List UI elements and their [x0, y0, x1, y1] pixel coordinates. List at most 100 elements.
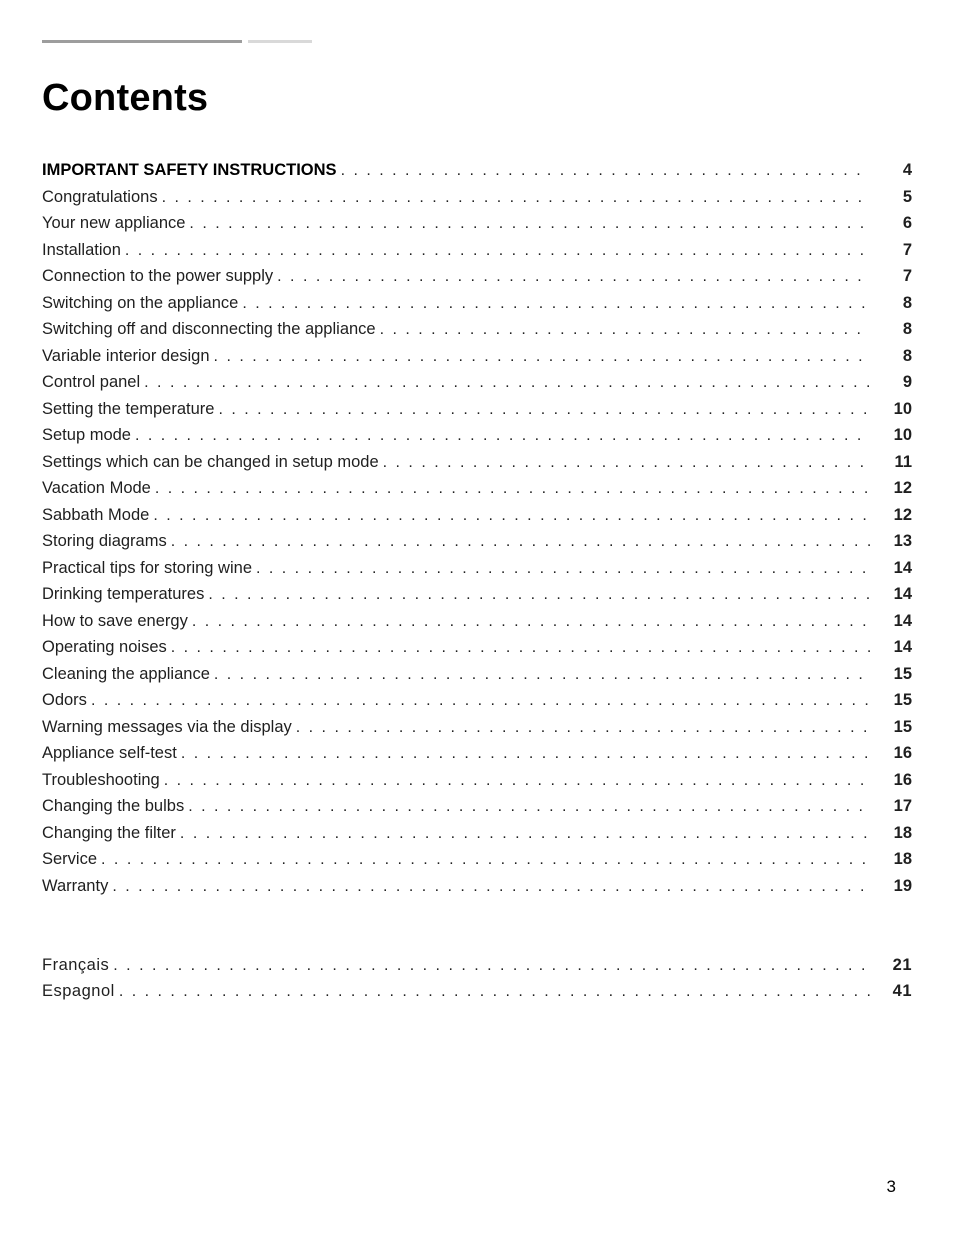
toc-page-number: 15 [874, 692, 912, 709]
toc-label: IMPORTANT SAFETY INSTRUCTIONS [42, 162, 337, 179]
toc-label: Sabbath Mode [42, 507, 149, 524]
toc-page-number: 15 [874, 666, 912, 683]
toc-row: Congratulations 5 [42, 189, 912, 206]
toc-leader-dots [383, 455, 870, 471]
toc-page-number: 5 [874, 189, 912, 206]
toc-label: How to save energy [42, 613, 188, 630]
toc-row: Settings which can be changed in setup m… [42, 454, 912, 471]
page: Contents IMPORTANT SAFETY INSTRUCTIONS 4… [0, 0, 954, 1235]
toc-leader-dots [91, 693, 870, 709]
toc-row: Sabbath Mode 12 [42, 507, 912, 524]
toc-label: Français [42, 957, 109, 974]
toc-label: Espagnol [42, 983, 115, 1000]
toc-page-number: 16 [874, 745, 912, 762]
toc-row: Drinking temperatures 14 [42, 586, 912, 603]
toc-leader-dots [112, 879, 870, 895]
toc-label: Changing the filter [42, 825, 176, 842]
toc-page-number: 4 [874, 162, 912, 179]
toc-label: Settings which can be changed in setup m… [42, 454, 379, 471]
toc-row: Appliance self-test 16 [42, 745, 912, 762]
toc-label: Switching on the appliance [42, 295, 238, 312]
page-number: 3 [887, 1177, 896, 1197]
toc-label: Congratulations [42, 189, 158, 206]
toc-page-number: 11 [874, 454, 912, 471]
toc-leader-dots [164, 773, 870, 789]
toc-leader-dots [181, 746, 870, 762]
toc-leader-dots [189, 216, 870, 232]
toc-label: Service [42, 851, 97, 868]
toc-label: Drinking temperatures [42, 586, 204, 603]
toc-label: Control panel [42, 374, 140, 391]
toc-label: Changing the bulbs [42, 798, 184, 815]
toc-label: Cleaning the appliance [42, 666, 210, 683]
toc-label: Appliance self-test [42, 745, 177, 762]
toc-leader-dots [277, 269, 870, 285]
toc-page-number: 9 [874, 374, 912, 391]
toc-page-number: 7 [874, 268, 912, 285]
toc-leader-dots [188, 799, 870, 815]
toc-row: Practical tips for storing wine 14 [42, 560, 912, 577]
toc-row: Warning messages via the display 15 [42, 719, 912, 736]
toc-leader-dots [101, 852, 870, 868]
toc-page-number: 8 [874, 348, 912, 365]
toc-label: Connection to the power supply [42, 268, 273, 285]
toc-page-number: 14 [874, 639, 912, 656]
toc-leader-dots [171, 534, 870, 550]
header-rule [42, 40, 314, 43]
toc-leader-dots [296, 720, 870, 736]
toc-leader-dots [113, 958, 870, 974]
toc-label: Setup mode [42, 427, 131, 444]
toc-row: Connection to the power supply 7 [42, 268, 912, 285]
toc-row: Variable interior design 8 [42, 348, 912, 365]
toc-page-number: 6 [874, 215, 912, 232]
toc-page-number: 21 [874, 957, 912, 974]
toc-label: Troubleshooting [42, 772, 160, 789]
toc-label: Warranty [42, 878, 108, 895]
toc-row: Switching on the appliance 8 [42, 295, 912, 312]
toc-leader-dots [242, 296, 870, 312]
toc-page-number: 10 [874, 401, 912, 418]
toc-label: Practical tips for storing wine [42, 560, 252, 577]
toc-row: Control panel 9 [42, 374, 912, 391]
toc-page-number: 41 [874, 983, 912, 1000]
toc-label: Variable interior design [42, 348, 210, 365]
toc-label: Vacation Mode [42, 480, 151, 497]
toc-leader-dots [214, 667, 870, 683]
toc-leader-dots [208, 587, 870, 603]
toc-leader-dots [214, 349, 870, 365]
toc-page-number: 12 [874, 480, 912, 497]
secondary-table-of-contents: Français 21 Espagnol 41 [42, 957, 912, 1001]
toc-page-number: 7 [874, 242, 912, 259]
toc-row: Vacation Mode 12 [42, 480, 912, 497]
toc-row: Service 18 [42, 851, 912, 868]
toc-leader-dots [135, 428, 870, 444]
toc-page-number: 18 [874, 851, 912, 868]
toc-label: Warning messages via the display [42, 719, 292, 736]
toc-page-number: 12 [874, 507, 912, 524]
toc-row: Troubleshooting 16 [42, 772, 912, 789]
toc-label: Storing diagrams [42, 533, 167, 550]
toc-page-number: 14 [874, 613, 912, 630]
toc-leader-dots [162, 190, 870, 206]
toc-page-number: 19 [874, 878, 912, 895]
toc-label: Odors [42, 692, 87, 709]
toc-row: Installation 7 [42, 242, 912, 259]
table-of-contents: IMPORTANT SAFETY INSTRUCTIONS 4 Congratul… [42, 162, 912, 895]
toc-leader-dots [256, 561, 870, 577]
toc-row: Français 21 [42, 957, 912, 974]
toc-row: Storing diagrams 13 [42, 533, 912, 550]
toc-row: Setting the temperature 10 [42, 401, 912, 418]
toc-row: Operating noises 14 [42, 639, 912, 656]
toc-page-number: 16 [874, 772, 912, 789]
toc-leader-dots [144, 375, 870, 391]
header-rule-light-segment [248, 40, 312, 43]
toc-page-number: 13 [874, 533, 912, 550]
toc-label: Installation [42, 242, 121, 259]
toc-row: Warranty 19 [42, 878, 912, 895]
toc-page-number: 17 [874, 798, 912, 815]
toc-label: Operating noises [42, 639, 167, 656]
toc-page-number: 14 [874, 560, 912, 577]
toc-page-number: 18 [874, 825, 912, 842]
toc-row: Setup mode 10 [42, 427, 912, 444]
toc-leader-dots [180, 826, 870, 842]
